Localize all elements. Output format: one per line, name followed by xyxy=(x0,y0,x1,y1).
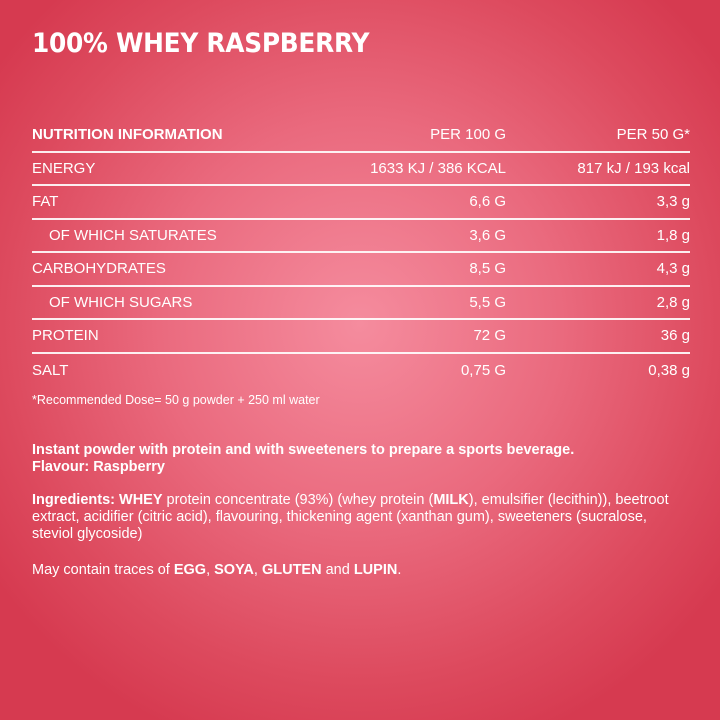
allergen-whey: WHEY xyxy=(119,492,163,508)
ingredients-part: ), emulsifier (lecithin)), beetroot extr… xyxy=(32,492,669,542)
row-per-100g: 8,5 G xyxy=(469,260,506,278)
allergen-egg: EGG xyxy=(173,562,207,578)
header-per-100g: PER 100 G xyxy=(430,126,506,144)
table-row-saturates: OF WHICH SATURATES 3,6 G 1,8 g xyxy=(32,220,690,253)
separator: , xyxy=(253,562,262,578)
row-per-50g: 36 g xyxy=(660,327,690,345)
table-row-carbohydrates: CARBOHYDRATES 8,5 G 4,3 g xyxy=(32,253,690,287)
allergen-gluten: GLUTEN xyxy=(261,562,322,578)
nutrition-table-header: NUTRITION INFORMATION PER 100 G PER 50 G… xyxy=(32,119,690,153)
separator: , xyxy=(206,562,215,578)
header-label: NUTRITION INFORMATION xyxy=(32,126,223,144)
row-per-50g: 817 kJ / 193 kcal xyxy=(577,159,690,177)
header-per-50g: PER 50 G* xyxy=(616,126,690,144)
allergen-milk: MILK xyxy=(433,492,469,508)
allergen-warning: May contain traces of EGG, SOYA, GLUTEN … xyxy=(32,562,692,579)
row-per-100g: 72 G xyxy=(473,327,506,345)
table-row-protein: PROTEIN 72 G 36 g xyxy=(32,320,690,354)
row-label: ENERGY xyxy=(32,159,96,177)
row-per-100g: 0,75 G xyxy=(460,361,506,379)
allergen-lupin: LUPIN xyxy=(353,562,398,578)
row-label: CARBOHYDRATES xyxy=(32,260,166,278)
table-row-energy: ENERGY 1633 KJ / 386 KCAL 817 kJ / 193 k… xyxy=(32,153,690,186)
row-per-50g: 4,3 g xyxy=(656,260,690,278)
row-per-100g: 1633 KJ / 386 KCAL xyxy=(370,159,506,177)
flavour-line: Flavour: Raspberry xyxy=(32,459,165,475)
row-per-50g: 2,8 g xyxy=(656,293,690,311)
separator: and xyxy=(321,562,354,578)
row-per-50g: 3,3 g xyxy=(656,193,690,211)
recommended-dose-footnote: *Recommended Dose= 50 g powder + 250 ml … xyxy=(32,393,320,407)
row-per-50g: 0,38 g xyxy=(648,361,690,379)
row-per-100g: 5,5 G xyxy=(469,293,506,311)
description-line: Instant powder with protein and with swe… xyxy=(32,442,575,458)
row-per-100g: 6,6 G xyxy=(469,193,506,211)
table-row-salt: SALT 0,75 G 0,38 g xyxy=(32,354,690,388)
row-per-50g: 1,8 g xyxy=(656,226,690,244)
row-per-100g: 3,6 G xyxy=(469,226,506,244)
ingredients-part: protein concentrate (93%) (whey protein … xyxy=(162,492,434,508)
separator: . xyxy=(397,562,402,578)
row-label: FAT xyxy=(32,193,59,211)
table-row-fat: FAT 6,6 G 3,3 g xyxy=(32,186,690,220)
nutrition-table: NUTRITION INFORMATION PER 100 G PER 50 G… xyxy=(32,119,690,387)
ingredients-text: Ingredients: WHEY protein concentrate (9… xyxy=(32,492,692,543)
ingredients-label: Ingredients: xyxy=(32,492,115,508)
table-row-sugars: OF WHICH SUGARS 5,5 G 2,8 g xyxy=(32,287,690,320)
row-label: SALT xyxy=(32,361,69,379)
row-label: PROTEIN xyxy=(32,327,99,345)
allergen-prefix: May contain traces of xyxy=(32,562,174,578)
product-title: 100% WHEY RASPBERRY xyxy=(32,28,370,59)
row-label: OF WHICH SUGARS xyxy=(49,293,193,311)
product-description: Instant powder with protein and with swe… xyxy=(32,442,692,476)
row-label: OF WHICH SATURATES xyxy=(49,226,217,244)
allergen-soya: SOYA xyxy=(214,562,254,578)
